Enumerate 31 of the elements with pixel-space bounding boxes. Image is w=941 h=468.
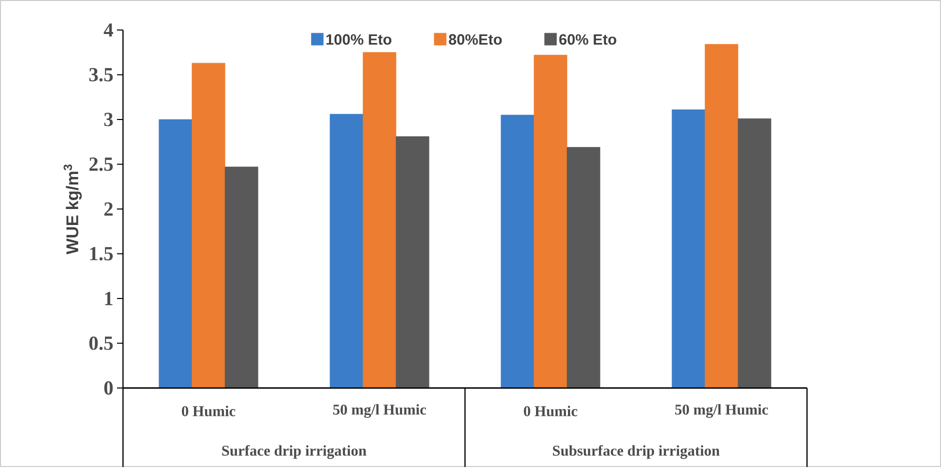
- bar: [224, 166, 258, 388]
- y-tick-label: 3.5: [89, 68, 113, 82]
- legend-label: 60% Eto: [559, 34, 616, 45]
- x-tick-label: 0 Humic: [524, 406, 578, 416]
- bar: [158, 119, 192, 388]
- bar: [566, 147, 600, 388]
- bar: [704, 44, 738, 388]
- y-tick-label: 0.5: [89, 336, 113, 350]
- y-tick-label: 3: [104, 113, 113, 126]
- y-tick-label: 1.5: [90, 247, 113, 261]
- text: Surface drip irrigation: [222, 445, 366, 460]
- y-tick-label: 4: [104, 24, 114, 37]
- text: Subsurface drip irrigation: [552, 445, 720, 460]
- y-tick-label: 0: [104, 381, 113, 395]
- y-tick-label: 1: [105, 292, 112, 306]
- bar: [362, 52, 396, 388]
- y-tick-label: 2.5: [89, 158, 113, 172]
- bar: [192, 63, 226, 388]
- bar: [738, 118, 772, 388]
- x-tick-label: 0 Humic: [182, 406, 236, 416]
- bar: [330, 114, 364, 388]
- bar: [534, 55, 568, 388]
- x-tick-label: 50 mg/l Humic: [675, 404, 768, 418]
- bar: [672, 110, 706, 388]
- bar: [500, 115, 534, 388]
- bar: [396, 136, 430, 388]
- legend-label: 100% Eto: [326, 34, 392, 45]
- legend-label: 80%Eto: [448, 34, 502, 45]
- y-tick-label: 2: [104, 202, 113, 216]
- y-axis-title: WUE kg/m$^{3}$: [64, 164, 82, 255]
- x-tick-label: 50 mg/l Humic: [333, 404, 426, 418]
